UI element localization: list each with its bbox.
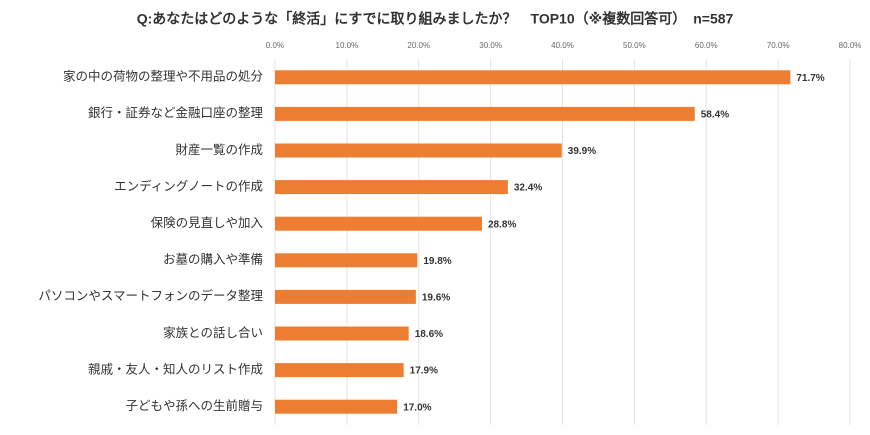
x-tick-label: 70.0% [767, 41, 790, 50]
value-label: 28.8% [488, 219, 516, 230]
chart-title: Q:あなたはどのような「終活」にすでに取り組みましたか？ TOP10（※複数回答… [137, 11, 734, 27]
category-label: エンディングノートの作成 [114, 178, 263, 193]
value-label: 19.8% [423, 256, 451, 267]
bar [275, 70, 791, 85]
category-label: 親戚・友人・知人のリスト作成 [88, 362, 263, 376]
category-label: 家族との話し合い [163, 325, 263, 340]
x-tick-label: 40.0% [551, 41, 574, 50]
value-label: 39.9% [568, 146, 596, 157]
bar [275, 289, 416, 304]
category-label: 保険の見直しや加入 [151, 216, 264, 230]
x-tick-label: 20.0% [407, 41, 430, 50]
bar [275, 399, 398, 414]
x-tick-label: 50.0% [623, 41, 646, 50]
bar [275, 216, 482, 231]
x-tick-label: 0.0% [266, 41, 284, 50]
value-label: 19.6% [422, 293, 450, 304]
value-label: 17.9% [410, 366, 438, 377]
value-label: 32.4% [514, 183, 542, 194]
bar [275, 363, 404, 378]
category-label: 財産一覧の作成 [175, 142, 263, 157]
x-tick-label: 10.0% [336, 41, 359, 50]
x-tick-label: 60.0% [695, 41, 718, 50]
category-label: 家の中の荷物の整理や不用品の処分 [63, 69, 263, 84]
bar [275, 253, 418, 268]
category-label: パソコンやスマートフォンのデータ整理 [38, 288, 263, 303]
x-tick-label: 30.0% [479, 41, 502, 50]
bar [275, 106, 695, 121]
category-label: 銀行・証券など金融口座の整理 [88, 105, 264, 120]
bar [275, 326, 409, 341]
value-label: 18.6% [415, 329, 443, 340]
bar [275, 180, 508, 195]
value-label: 71.7% [796, 73, 824, 84]
value-label: 58.4% [701, 110, 729, 121]
category-label: 子どもや孫への生前贈与 [125, 398, 263, 413]
bar [275, 143, 562, 158]
value-label: 17.0% [403, 402, 431, 413]
x-tick-label: 80.0% [839, 41, 862, 50]
category-label: お墓の購入や準備 [163, 252, 263, 267]
